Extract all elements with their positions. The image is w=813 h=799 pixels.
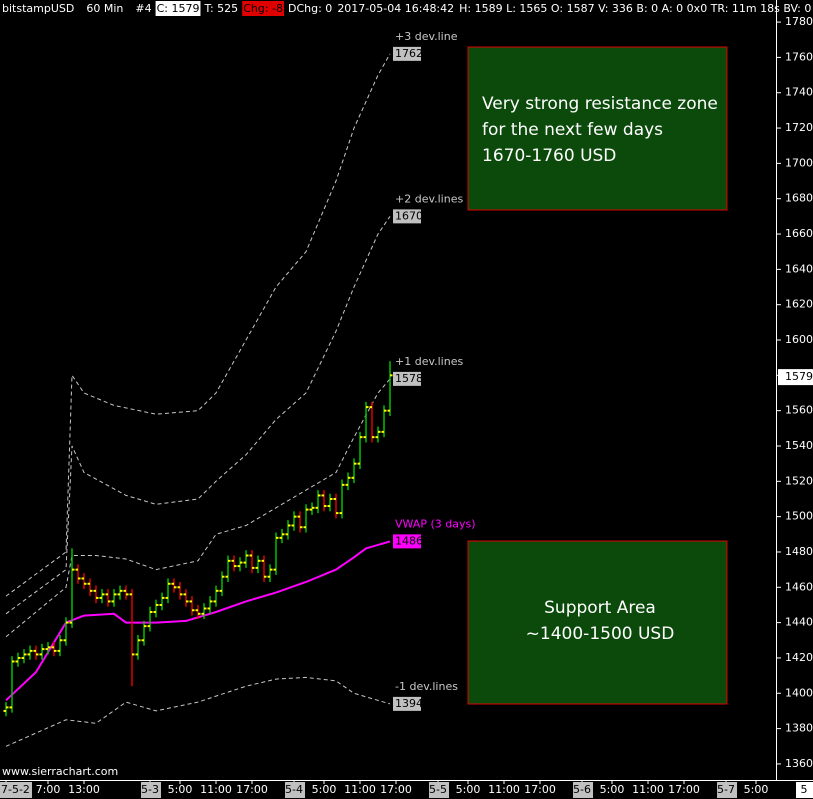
axis-end-label: 5 xyxy=(801,783,808,796)
annotation-text: ~1400-1500 USD xyxy=(526,624,675,644)
annotation-text: Support Area xyxy=(544,598,656,618)
study-value-label: 1486 xyxy=(395,534,423,547)
study-value-label: 1578 xyxy=(395,372,423,385)
y-tick-label: 1360 xyxy=(785,757,813,770)
study-name: +1 dev.lines xyxy=(395,355,463,368)
header-field: DChg: 0 xyxy=(288,2,332,15)
x-tick-label: 11:00 xyxy=(488,783,520,796)
last-price-box xyxy=(778,369,813,386)
y-tick-label: 1720 xyxy=(785,121,813,134)
study-name: +3 dev.line xyxy=(395,30,458,43)
y-tick-label: 1380 xyxy=(785,722,813,735)
study-name: -1 dev.lines xyxy=(395,680,458,693)
y-tick-label: 1780 xyxy=(785,15,813,28)
x-tick-label: 5-4 xyxy=(285,783,303,796)
y-tick-label: 1520 xyxy=(785,474,813,487)
x-tick-label: 11:00 xyxy=(632,783,664,796)
x-tick-label: 5-6 xyxy=(573,783,591,796)
x-tick-label: 17:00 xyxy=(236,783,268,796)
annotation-box xyxy=(467,540,728,705)
x-tick-label: 5:00 xyxy=(744,783,769,796)
x-tick-label: 13:00 xyxy=(68,783,100,796)
header-field: 2017-05-04 16:48:42 xyxy=(337,2,454,15)
header-box xyxy=(155,1,201,16)
header-box xyxy=(242,1,284,16)
x-tick-label: 5:00 xyxy=(312,783,337,796)
y-tick-label: 1700 xyxy=(785,156,813,169)
annotation-text: Very strong resistance zone xyxy=(482,94,718,114)
y-tick-label: 1440 xyxy=(785,616,813,629)
y-tick-label: 1680 xyxy=(785,192,813,205)
header-field: H: 1589 L: 1565 O: 1587 V: 336 B: 0 A: 0… xyxy=(459,2,813,15)
y-tick-label: 1500 xyxy=(785,510,813,523)
study-value-box xyxy=(393,46,421,61)
y-tick-label: 1560 xyxy=(785,404,813,417)
x-tick-label: 5:00 xyxy=(168,783,193,796)
study-line xyxy=(5,53,391,597)
study-value-box xyxy=(393,371,421,386)
y-tick-label: 1620 xyxy=(785,298,813,311)
x-tick-label: 5-3 xyxy=(141,783,159,796)
axis-end-box xyxy=(796,782,813,798)
study-name: VWAP (3 days) xyxy=(395,517,476,530)
y-tick-label: 1760 xyxy=(785,50,813,63)
x-tick-label: 17:00 xyxy=(524,783,556,796)
x-tick-label: 17:00 xyxy=(380,783,412,796)
x-tick-label: 7-5-2 xyxy=(1,783,30,796)
header-field: #4 xyxy=(135,2,151,15)
watermark: www.sierrachart.com xyxy=(2,765,118,778)
header-field: T: 525 xyxy=(203,2,238,15)
annotation-box xyxy=(467,46,728,211)
x-tick-label: 5-5 xyxy=(429,783,447,796)
header-field: bitstampUSD xyxy=(2,2,74,15)
x-tick-label: 5-7 xyxy=(717,783,735,796)
x-tick-label: 11:00 xyxy=(200,783,232,796)
study-line xyxy=(5,676,391,747)
annotation-text: 1670-1760 USD xyxy=(482,146,616,166)
x-date-box xyxy=(0,782,32,798)
header-field: 60 Min xyxy=(86,2,123,15)
y-tick-label: 1420 xyxy=(785,651,813,664)
study-value-label: 1394 xyxy=(395,697,423,710)
header-field: Chg: -8 xyxy=(243,2,283,15)
x-tick-label: 11:00 xyxy=(344,783,376,796)
study-value-label: 1762 xyxy=(395,47,423,60)
x-date-box xyxy=(429,782,450,798)
header-field: C: 1579 xyxy=(157,2,200,15)
study-value-box xyxy=(393,534,421,549)
x-date-box xyxy=(141,782,162,798)
y-tick-label: 1540 xyxy=(785,439,813,452)
x-tick-label: 5:00 xyxy=(600,783,625,796)
x-tick-label: 7:00 xyxy=(36,783,61,796)
x-date-box xyxy=(717,782,738,798)
last-price-label: 1579 xyxy=(785,370,813,383)
y-tick-label: 1640 xyxy=(785,262,813,275)
y-tick-label: 1460 xyxy=(785,580,813,593)
y-tick-label: 1600 xyxy=(785,333,813,346)
y-tick-label: 1740 xyxy=(785,86,813,99)
y-tick-label: 1400 xyxy=(785,686,813,699)
study-line xyxy=(5,540,391,702)
y-tick-label: 1660 xyxy=(785,227,813,240)
study-value-box xyxy=(393,209,421,224)
x-tick-label: 5:00 xyxy=(456,783,481,796)
study-value-label: 1670 xyxy=(395,209,423,222)
x-tick-label: 17:00 xyxy=(668,783,700,796)
study-line xyxy=(5,216,391,615)
x-date-box xyxy=(573,782,594,798)
x-date-box xyxy=(285,782,306,798)
y-tick-label: 1480 xyxy=(785,545,813,558)
study-value-box xyxy=(393,696,421,711)
annotation-text: for the next few days xyxy=(482,120,663,140)
study-name: +2 dev.lines xyxy=(395,192,463,205)
